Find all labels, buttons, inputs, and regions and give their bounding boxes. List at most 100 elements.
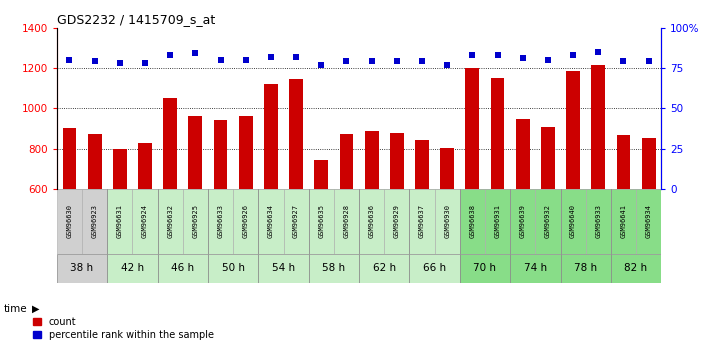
Text: GSM96635: GSM96635 xyxy=(319,204,324,238)
Point xyxy=(466,52,478,58)
Bar xyxy=(208,254,258,283)
Point xyxy=(290,54,301,59)
Text: 66 h: 66 h xyxy=(423,263,447,273)
Bar xyxy=(466,68,479,189)
Text: 42 h: 42 h xyxy=(121,263,144,273)
Bar xyxy=(82,189,107,254)
Bar xyxy=(107,254,158,283)
Bar xyxy=(485,189,510,254)
Text: GDS2232 / 1415709_s_at: GDS2232 / 1415709_s_at xyxy=(57,13,215,27)
Point xyxy=(517,56,528,61)
Bar xyxy=(107,189,132,254)
Text: 54 h: 54 h xyxy=(272,263,295,273)
Text: GSM96932: GSM96932 xyxy=(545,204,551,238)
Legend: count, percentile rank within the sample: count, percentile rank within the sample xyxy=(33,317,214,340)
Text: GSM96924: GSM96924 xyxy=(142,204,148,238)
Point xyxy=(391,59,402,64)
Bar xyxy=(289,79,303,189)
Text: 74 h: 74 h xyxy=(524,263,547,273)
Bar xyxy=(113,149,127,189)
Point xyxy=(64,57,75,63)
Text: GSM96933: GSM96933 xyxy=(595,204,602,238)
Bar xyxy=(440,148,454,189)
Bar xyxy=(284,189,309,254)
Point xyxy=(215,57,226,63)
Bar xyxy=(213,120,228,189)
Text: 82 h: 82 h xyxy=(624,263,648,273)
Bar xyxy=(314,160,328,189)
Bar xyxy=(611,254,661,283)
Bar xyxy=(309,189,334,254)
Bar xyxy=(390,132,404,189)
Point xyxy=(442,62,453,68)
Text: GSM96928: GSM96928 xyxy=(343,204,350,238)
Bar xyxy=(138,142,152,189)
Bar xyxy=(57,189,82,254)
Bar xyxy=(239,116,252,189)
Bar xyxy=(611,189,636,254)
Text: GSM96631: GSM96631 xyxy=(117,204,123,238)
Bar xyxy=(132,189,158,254)
Text: GSM96929: GSM96929 xyxy=(394,204,400,238)
Bar xyxy=(334,189,359,254)
Bar xyxy=(233,189,258,254)
Bar xyxy=(636,189,661,254)
Bar xyxy=(560,189,586,254)
Bar xyxy=(258,254,309,283)
Bar xyxy=(642,138,656,189)
Point xyxy=(643,59,654,64)
Text: GSM96636: GSM96636 xyxy=(368,204,375,238)
Bar xyxy=(566,71,580,189)
Bar xyxy=(515,119,530,189)
Bar xyxy=(410,254,460,283)
Point xyxy=(366,59,378,64)
Bar xyxy=(434,189,460,254)
Point xyxy=(316,62,327,68)
Bar xyxy=(560,254,611,283)
Bar xyxy=(359,189,384,254)
Point xyxy=(618,59,629,64)
Point xyxy=(492,52,503,58)
Point xyxy=(567,52,579,58)
Point xyxy=(341,59,352,64)
Bar xyxy=(460,254,510,283)
Point xyxy=(592,49,604,55)
Bar xyxy=(158,254,208,283)
Text: 46 h: 46 h xyxy=(171,263,194,273)
Bar xyxy=(188,116,203,189)
Bar xyxy=(158,189,183,254)
Point xyxy=(417,59,428,64)
Bar xyxy=(586,189,611,254)
Bar xyxy=(340,134,353,189)
Bar xyxy=(365,131,378,189)
Bar xyxy=(535,189,560,254)
Bar xyxy=(359,254,410,283)
Point xyxy=(164,52,176,58)
Text: 38 h: 38 h xyxy=(70,263,94,273)
Text: GSM96633: GSM96633 xyxy=(218,204,223,238)
Text: GSM96926: GSM96926 xyxy=(242,204,249,238)
Text: GSM96931: GSM96931 xyxy=(495,204,501,238)
Bar xyxy=(164,98,177,189)
Text: 58 h: 58 h xyxy=(322,263,346,273)
Text: GSM96640: GSM96640 xyxy=(570,204,576,238)
Point xyxy=(240,57,252,63)
Text: GSM96934: GSM96934 xyxy=(646,204,652,238)
Text: GSM96638: GSM96638 xyxy=(469,204,476,238)
Bar xyxy=(258,189,284,254)
Point xyxy=(265,54,277,59)
Bar xyxy=(208,189,233,254)
Text: 62 h: 62 h xyxy=(373,263,396,273)
Text: GSM96639: GSM96639 xyxy=(520,204,525,238)
Text: GSM96637: GSM96637 xyxy=(419,204,425,238)
Text: GSM96634: GSM96634 xyxy=(268,204,274,238)
Bar xyxy=(410,189,434,254)
Bar xyxy=(510,189,535,254)
Bar xyxy=(592,65,605,189)
Text: ▶: ▶ xyxy=(32,304,40,314)
Bar xyxy=(63,128,76,189)
Bar xyxy=(491,78,505,189)
Point xyxy=(89,59,100,64)
Text: GSM96923: GSM96923 xyxy=(92,204,97,238)
Bar xyxy=(183,189,208,254)
